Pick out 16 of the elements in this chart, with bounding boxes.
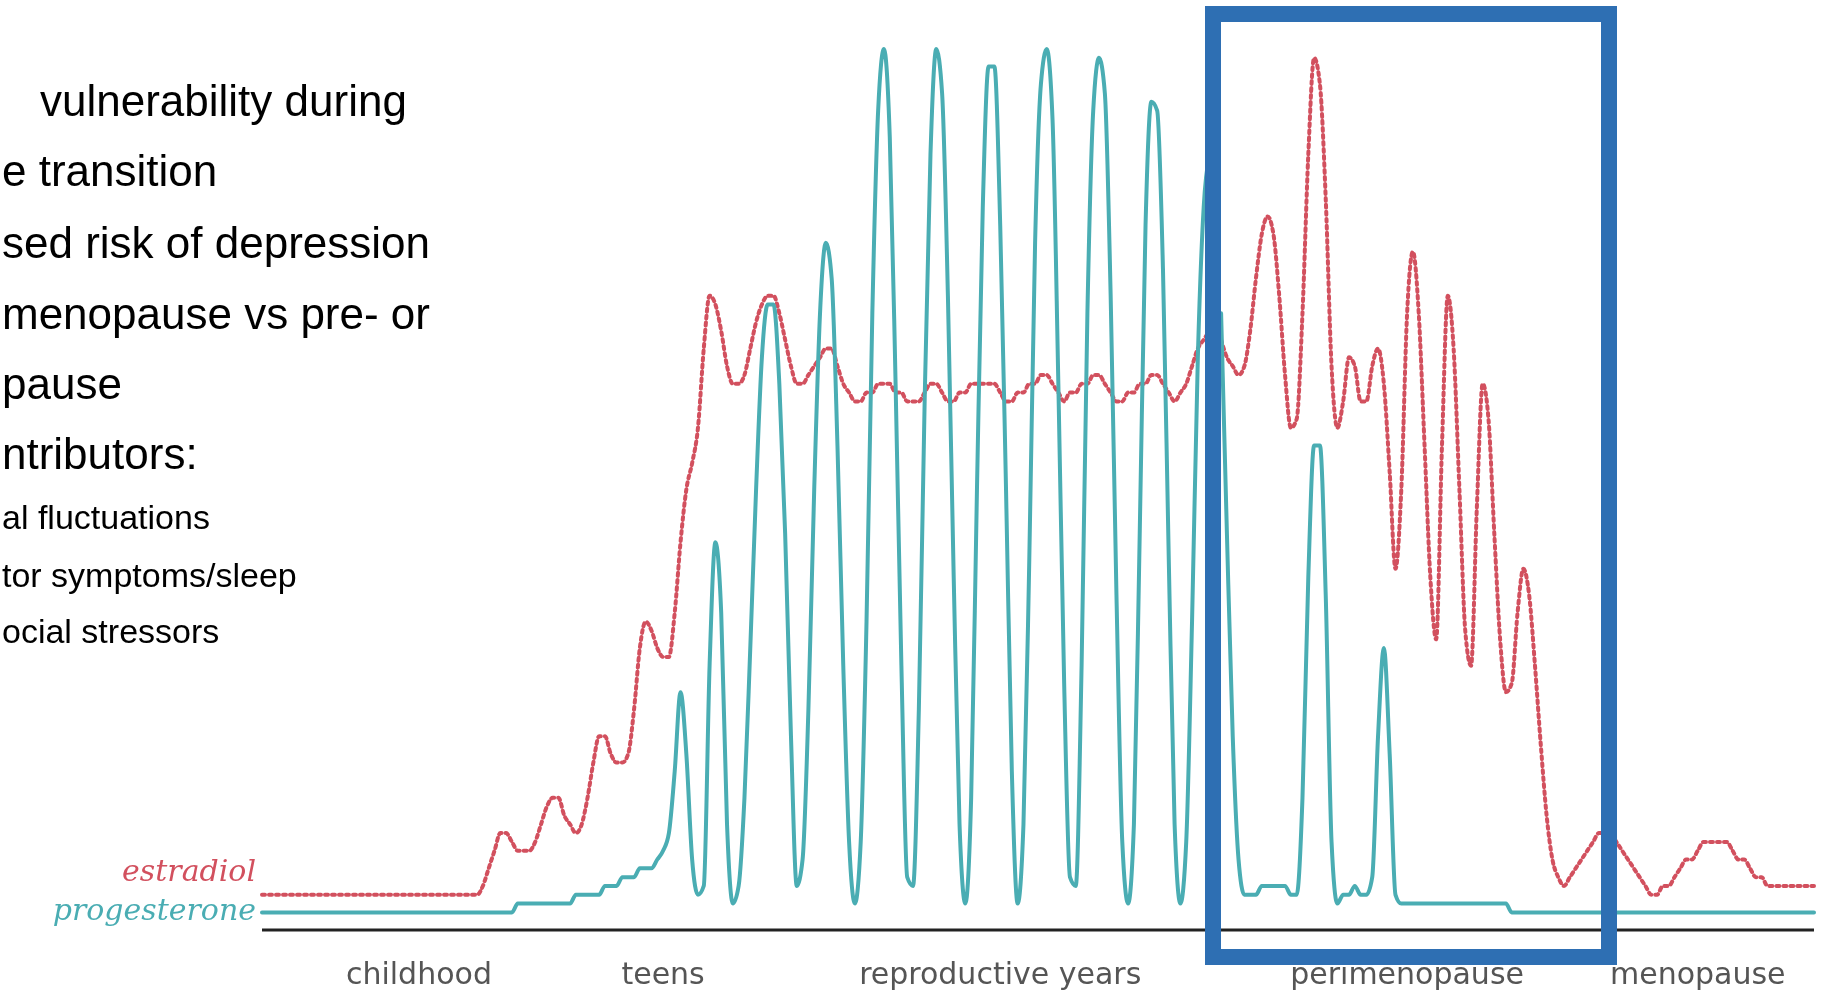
text: al fluctuations: [2, 498, 210, 536]
annotation: sed risk of depression: [2, 218, 430, 267]
text: ntributors:: [2, 429, 198, 478]
x-tick-label: menopause: [1609, 956, 1786, 991]
annotation: menopause vs pre- or: [2, 289, 430, 338]
text: e transition: [2, 146, 218, 195]
x-tick-label: teens: [621, 956, 705, 991]
x-tick-label: childhood: [345, 956, 492, 991]
annotation: vulnerability during: [40, 76, 407, 125]
x-tick-label: reproductive years: [859, 956, 1142, 991]
x-tick-label: perimenopause: [1290, 956, 1524, 991]
annotation: tor symptoms/sleep: [2, 556, 297, 594]
series-label: estradiol: [122, 852, 256, 888]
text: pause: [2, 359, 122, 408]
text: ocial stressors: [2, 612, 220, 650]
series-label: progesterone: [52, 892, 256, 928]
